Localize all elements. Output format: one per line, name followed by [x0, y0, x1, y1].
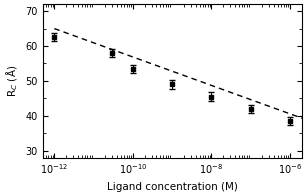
- Y-axis label: R$_{C}$ (Å): R$_{C}$ (Å): [4, 65, 20, 97]
- X-axis label: Ligand concentration (M): Ligand concentration (M): [107, 182, 238, 192]
